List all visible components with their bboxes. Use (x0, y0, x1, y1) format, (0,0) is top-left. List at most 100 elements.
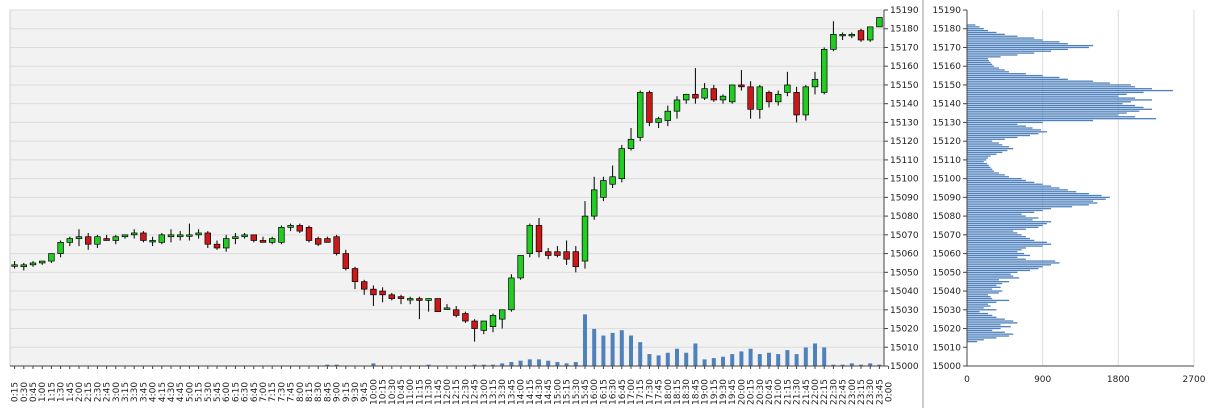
x-tick-label: 18:15 (673, 379, 683, 405)
profile-bar (967, 138, 1005, 140)
candle-up (784, 84, 791, 93)
profile-bar (967, 153, 997, 155)
profile-bar (967, 110, 1140, 112)
profile-bar (967, 307, 984, 309)
candle-up (167, 234, 175, 238)
profile-bar (967, 59, 989, 62)
candle-down (388, 294, 396, 299)
volume-bar (610, 332, 615, 366)
x-tick-label: 10:45 (397, 379, 407, 405)
x-tick-label: 7:00 (259, 382, 269, 402)
profile-bar (967, 267, 1039, 270)
candle-up (57, 241, 64, 254)
y-tick-label: 15070 (932, 231, 961, 241)
volume-bar (785, 350, 790, 366)
profile-bar (967, 46, 1089, 49)
profile-bar (967, 56, 1001, 58)
profile-bar (967, 99, 1152, 101)
volume-bar (629, 335, 633, 366)
profile-bar (967, 181, 1035, 184)
x-tick-label: 14:15 (526, 379, 536, 405)
volume-bar (573, 362, 578, 366)
candle-down (370, 288, 377, 296)
x-tick-label: 14:45 (544, 379, 554, 405)
volume-bar (481, 364, 486, 366)
profile-bar (967, 37, 1035, 39)
candle-up (636, 92, 644, 138)
candle-up (48, 253, 55, 262)
y-tick-label: 15030 (932, 306, 961, 316)
x-tick-label: 17:00 (627, 379, 637, 405)
candle-up (701, 88, 708, 99)
profile-bar (967, 136, 1018, 139)
volume-bar (877, 364, 882, 366)
volume-bar (693, 343, 698, 366)
x-tick-label: 3:15 (121, 382, 131, 402)
x-tick-label: 12:00 (443, 379, 453, 405)
profile-bar (967, 65, 994, 67)
x-tick-label: 1800 (1107, 375, 1130, 385)
y-tick-label: 15050 (932, 268, 961, 278)
profile-bar (967, 211, 1035, 214)
candle-down (738, 84, 745, 88)
candle-up (489, 315, 497, 328)
profile-bar (967, 337, 997, 339)
x-tick-label: 1:00 (38, 382, 48, 402)
profile-bar (967, 134, 1031, 137)
volume-bar (537, 359, 541, 366)
y-tick-label: 15120 (932, 137, 961, 147)
profile-bar (967, 339, 984, 341)
x-tick-label: 14:30 (535, 379, 545, 405)
y-tick-label: 15040 (932, 287, 961, 297)
candle-down (140, 232, 147, 241)
candle-down (213, 243, 221, 249)
profile-bar (967, 58, 989, 60)
profile-bar (967, 161, 984, 163)
x-tick-label: 2:15 (84, 382, 94, 402)
volume-bar (371, 363, 376, 366)
profile-bar (967, 294, 989, 296)
profile-bar (967, 200, 1094, 202)
profile-bar (967, 26, 980, 28)
x-tick-label: 12:45 (471, 379, 481, 405)
profile-bar (967, 88, 1152, 90)
profile-bar (967, 82, 1110, 84)
y-tick-label: 15000 (932, 362, 961, 372)
x-tick-label: 4:15 (158, 382, 168, 402)
volume-bar (803, 347, 808, 366)
profile-bar (967, 103, 1123, 105)
candle-up (590, 189, 598, 217)
y-tick-label: 15160 (890, 62, 919, 72)
profile-bar (967, 35, 1018, 37)
profile-bar (967, 325, 1011, 328)
profile-bar (967, 327, 1001, 330)
x-tick-label: 23:45 (875, 379, 885, 405)
y-tick-label: 15120 (890, 137, 919, 147)
x-tick-label: 0:30 (20, 382, 30, 402)
candle-up (158, 234, 166, 243)
profile-bar (967, 273, 1011, 275)
profile-bar (967, 224, 1043, 227)
y-tick-label: 15190 (890, 6, 919, 16)
volume-bar (583, 314, 587, 366)
candle-down (471, 320, 478, 329)
candle-down (296, 225, 304, 232)
candle-up (627, 138, 635, 150)
candle-down (535, 225, 543, 253)
profile-bar (967, 133, 1039, 135)
volume-bar (822, 347, 827, 366)
x-tick-label: 9:00 (333, 382, 343, 402)
x-tick-label: 20:00 (737, 379, 747, 405)
profile-bar (967, 159, 987, 161)
volume-bar (656, 355, 661, 366)
profile-bar (967, 131, 1047, 133)
candle-up (186, 234, 193, 237)
profile-bar (967, 301, 997, 303)
profile-bar (967, 234, 1022, 236)
profile-bar (967, 151, 1003, 154)
profile-bar (967, 80, 1094, 82)
volume-bar (564, 363, 569, 366)
y-tick-label: 15050 (890, 268, 919, 278)
x-tick-label: 3:45 (139, 382, 149, 402)
